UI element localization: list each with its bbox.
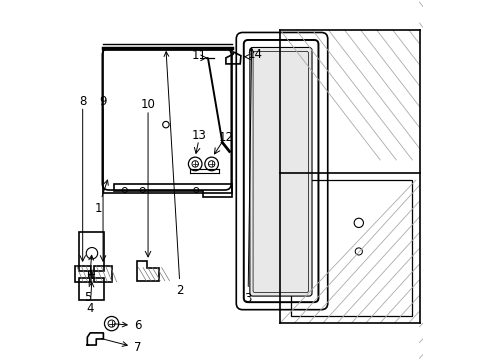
- Text: 12: 12: [218, 131, 233, 144]
- Text: 8: 8: [79, 95, 86, 108]
- FancyBboxPatch shape: [249, 48, 311, 296]
- Text: 11: 11: [191, 49, 206, 62]
- Text: 1: 1: [94, 180, 108, 215]
- Text: 14: 14: [247, 48, 262, 61]
- Text: 13: 13: [191, 129, 206, 142]
- Text: 5: 5: [84, 255, 93, 304]
- Text: 2: 2: [163, 52, 183, 297]
- Text: 9: 9: [99, 95, 106, 108]
- Text: 6: 6: [114, 319, 141, 332]
- Text: 10: 10: [141, 99, 155, 112]
- Text: 3: 3: [244, 48, 253, 305]
- Text: 4: 4: [86, 282, 94, 315]
- Text: 7: 7: [101, 339, 141, 354]
